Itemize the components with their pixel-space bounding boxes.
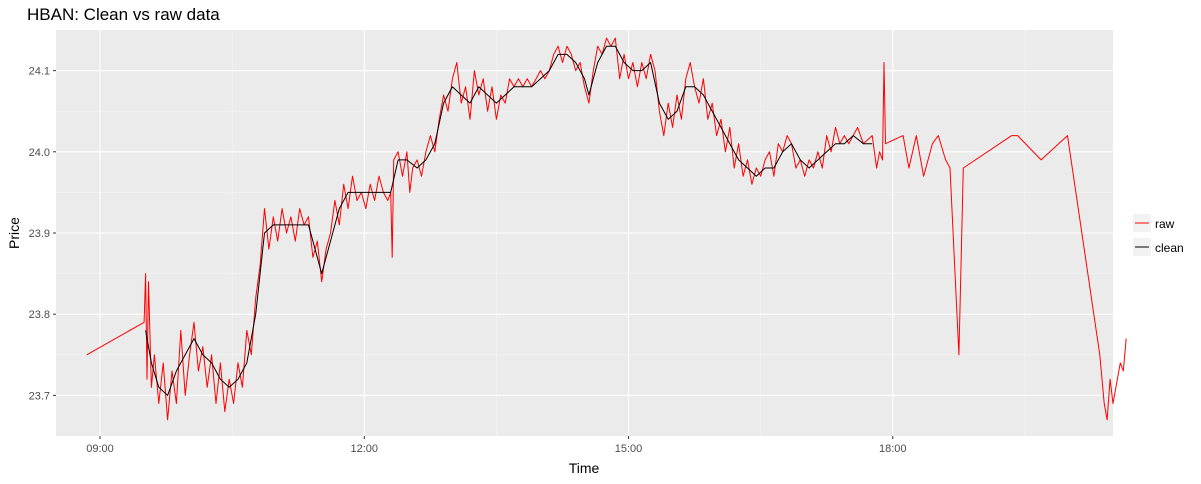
x-axis-title: Time <box>569 460 600 476</box>
y-tick-label: 23.8 <box>29 309 50 321</box>
x-tick-label: 12:00 <box>351 443 379 455</box>
legend: raw clean <box>1133 214 1184 256</box>
x-tick-label: 15:00 <box>615 443 643 455</box>
series-layer <box>86 37 1127 421</box>
y-tick-label: 23.9 <box>29 228 50 240</box>
x-tick-label: 18:00 <box>879 443 907 455</box>
series-line-clean <box>145 45 873 396</box>
series-line-raw <box>86 37 1127 421</box>
y-tick-label: 24.0 <box>29 147 50 159</box>
x-axis-ticks: 09:00 12:00 15:00 18:00 <box>86 436 907 455</box>
y-axis-title: Price <box>6 217 22 249</box>
y-axis-ticks: 23.7 23.8 23.9 24.0 24.1 <box>29 66 56 402</box>
x-tick-label: 09:00 <box>86 443 114 455</box>
chart-title: HBAN: Clean vs raw data <box>27 5 220 24</box>
legend-label-raw: raw <box>1155 217 1175 231</box>
minor-gridlines <box>56 30 1113 436</box>
y-tick-label: 24.1 <box>29 66 50 78</box>
legend-label-clean: clean <box>1155 241 1184 255</box>
y-tick-label: 23.7 <box>29 390 50 402</box>
